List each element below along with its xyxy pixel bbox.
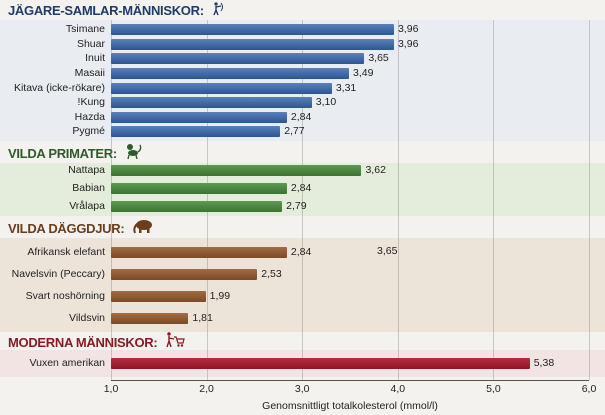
hunter-with-bow-icon [211, 2, 226, 21]
section-title-text: JÄGARE-SAMLAR-MÄNNISKOR: [8, 3, 204, 18]
value-label: 2,84 [290, 110, 312, 123]
category-label: Hazda [74, 110, 105, 123]
category-label: Navelsvin (Peccary) [11, 267, 105, 280]
category-label: Vuxen amerikan [29, 356, 105, 369]
gridline [206, 20, 208, 380]
value-label: 2,53 [261, 267, 282, 280]
gridline [493, 20, 495, 380]
monkey-icon [124, 143, 142, 164]
category-label: Shuar [76, 37, 105, 50]
x-tick-label: 2,0 [199, 383, 214, 395]
value-label: 3,31 [335, 81, 357, 94]
value-label: 1,81 [192, 311, 213, 324]
bar [111, 312, 189, 324]
category-label: Babian [72, 181, 105, 194]
bar [111, 96, 312, 108]
section-title-text: MODERNA MÄNNISKOR: [8, 335, 158, 350]
value-label: 3,96 [397, 22, 419, 35]
category-label: Nattapa [68, 163, 105, 176]
bar [111, 52, 365, 64]
bar [111, 164, 362, 176]
section-title-wild-primates: VILDA PRIMATER: [8, 143, 142, 161]
shopping-cart-icon [165, 332, 185, 353]
value-label: 3,65 [368, 51, 389, 64]
bar [111, 200, 283, 212]
bar [111, 125, 281, 137]
category-label: Afrikansk elefant [27, 245, 105, 258]
x-tick-label: 1,0 [103, 383, 119, 395]
value-label: 5,38 [533, 356, 555, 369]
category-label: Tsimane [65, 22, 105, 35]
bar [111, 246, 287, 258]
bar [111, 23, 394, 35]
gridline [397, 20, 399, 380]
x-tick-label: 6,0 [581, 383, 597, 395]
bar [111, 182, 287, 194]
bar [111, 38, 394, 50]
x-tick-label: 5,0 [486, 383, 501, 395]
value-label: 2,84 [290, 245, 312, 258]
value-label: 3,96 [397, 37, 419, 50]
bar [111, 268, 258, 280]
category-label: Kitava (icke-rökare) [13, 81, 105, 94]
gridline [111, 20, 112, 380]
wild-mammals-band [0, 238, 605, 332]
section-title-hunter-gatherers: JÄGARE-SAMLAR-MÄNNISKOR: [8, 2, 226, 20]
bar [111, 111, 287, 123]
category-label: Svart noshörning [25, 289, 105, 302]
section-title-modern-humans: MODERNA MÄNNISKOR: [8, 332, 185, 350]
x-axis-line [111, 380, 589, 381]
category-label: Inuit [85, 51, 105, 64]
annotation-value: 3,65 [377, 245, 398, 257]
bar [111, 290, 206, 302]
x-tick-label: 4,0 [390, 383, 406, 395]
value-label: 2,77 [284, 124, 305, 137]
bar [111, 82, 332, 94]
bar [111, 67, 350, 79]
gridline [589, 20, 590, 380]
category-label: Masaii [74, 66, 105, 79]
section-title-text: VILDA PRIMATER: [8, 146, 117, 161]
section-title-text: VILDA DÄGGDJUR: [8, 221, 125, 236]
value-label: 3,62 [365, 163, 386, 176]
value-label: 2,84 [290, 181, 312, 194]
section-title-wild-mammals: VILDA DÄGGDJUR: [8, 218, 154, 236]
value-label: 3,10 [315, 95, 337, 108]
value-label: 2,79 [286, 199, 307, 212]
category-label: Vrålapa [69, 199, 105, 212]
category-label: Pygmé [72, 124, 105, 137]
elephant-icon [132, 218, 154, 239]
gridline [302, 20, 304, 380]
x-axis-title: Genomsnittligt totalkolesterol (mmol/l) [262, 400, 438, 412]
x-tick-label: 3,0 [294, 383, 310, 395]
category-label: Vildsvin [69, 311, 105, 324]
bar [111, 357, 530, 369]
category-label: !Kung [77, 95, 105, 108]
value-label: 1,99 [209, 289, 231, 302]
value-label: 3,49 [353, 66, 374, 79]
